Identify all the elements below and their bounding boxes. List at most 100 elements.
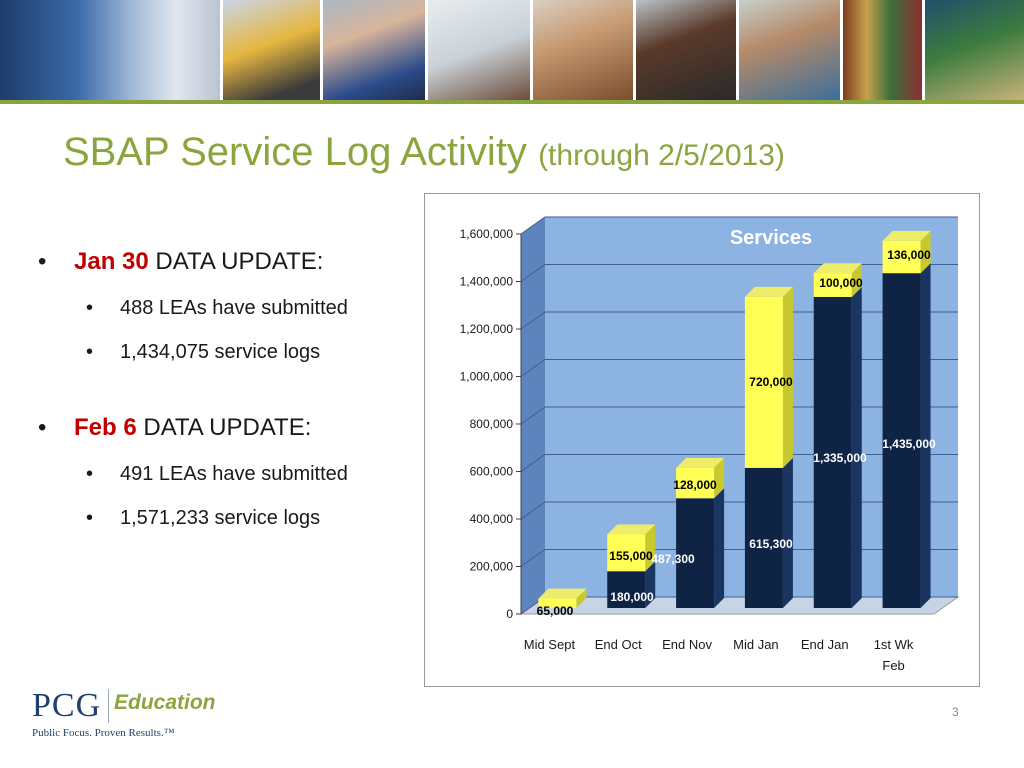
lockers-photo <box>0 0 221 100</box>
y-tick-label: 1,000,000 <box>460 370 514 384</box>
bullet-dot: • <box>38 248 47 275</box>
increment-value-label: 128,000 <box>673 478 717 492</box>
y-tick-label: 1,200,000 <box>460 322 514 336</box>
logo-divider <box>108 689 109 723</box>
bar-base-side <box>851 286 862 608</box>
slide-title-main: SBAP Service Log Activity <box>63 130 527 174</box>
base-value-label: 487,300 <box>651 552 695 566</box>
bullet-dot: • <box>86 507 94 529</box>
banner-divider <box>0 100 1024 104</box>
services-chart: 0 200,000 400,000 600,000 800,000 1,000,000 1,… <box>424 193 980 687</box>
x-tick-label: End Oct <box>595 637 642 652</box>
bar-increment <box>676 467 715 499</box>
header-photo-banner <box>0 0 1024 100</box>
bar-increment-side <box>714 457 725 499</box>
base-value-label: 1,435,000 <box>882 437 936 451</box>
bullet-dot: • <box>86 463 94 485</box>
bookshelf-photo <box>839 0 922 100</box>
bullet-text: DATA UPDATE: <box>148 248 324 275</box>
gridline <box>520 264 958 282</box>
x-tick-label: Feb <box>882 658 904 673</box>
y-tick-label: 0 <box>506 607 513 621</box>
bar-increment-top <box>607 524 656 535</box>
increment-value-label: 720,000 <box>749 375 793 389</box>
bar-increment-side <box>576 588 587 608</box>
bar-increment-top <box>882 230 931 241</box>
logo-brand: PCG <box>32 687 102 724</box>
increment-value-label: 100,000 <box>819 276 863 290</box>
bullet-dot: • <box>86 297 94 319</box>
bar-base <box>882 273 921 608</box>
bullet-dot: • <box>38 414 47 441</box>
bar-increment-side <box>645 524 656 572</box>
bar-increment-top <box>538 588 587 599</box>
sub-bullet: • 488 LEAs have submitted <box>38 293 408 323</box>
pcg-education-logo: PCG Education Public Focus. Proven Resul… <box>32 685 282 745</box>
y-tick-label: 200,000 <box>470 560 514 574</box>
x-tick-label: Mid Jan <box>733 637 779 652</box>
man-photo <box>633 0 737 100</box>
bullet-group-jan30: • Jan 30 DATA UPDATE: • 488 LEAs have subm… <box>38 245 408 367</box>
bar-increment-top <box>744 286 793 297</box>
y-tick-label: 800,000 <box>470 417 514 431</box>
chart-canvas: 0 200,000 400,000 600,000 800,000 1,000,000 1,… <box>460 216 960 673</box>
x-tick-label: End Nov <box>662 637 712 652</box>
bar-increment-side <box>851 263 862 297</box>
bar-base-side <box>920 263 931 608</box>
school-bus-photo <box>220 0 321 100</box>
bullet-feb6-update: • Feb 6 DATA UPDATE: <box>38 411 408 445</box>
bullet-lead: Jan 30 <box>74 248 149 275</box>
woman-photo <box>530 0 634 100</box>
bullet-group-feb6: • Feb 6 DATA UPDATE: • 491 LEAs have submi… <box>38 411 408 533</box>
bar-increment <box>538 598 577 608</box>
bar-increment-side <box>920 230 931 274</box>
bar-increment-top <box>813 263 862 274</box>
slide-title: SBAP Service Log Activity (through 2/5/2… <box>63 130 785 175</box>
x-tick-label: Mid Sept <box>524 637 576 652</box>
bullet-lead: Feb 6 <box>74 414 137 441</box>
bar-increment <box>607 534 646 572</box>
y-tick-label: 600,000 <box>470 465 514 479</box>
sub-bullet: • 1,571,233 service logs <box>38 503 408 533</box>
bar-base <box>744 467 783 608</box>
slide-title-date: (through 2/5/2013) <box>538 139 785 172</box>
y-tick-label: 400,000 <box>470 512 514 526</box>
x-tick-label: End Jan <box>801 637 849 652</box>
bar-base-side <box>714 488 725 608</box>
bar-base-side <box>782 457 793 608</box>
bar-base <box>813 296 852 608</box>
gridline <box>520 216 958 235</box>
bullet-jan30-update: • Jan 30 DATA UPDATE: <box>38 245 408 279</box>
sub-bullet-text: 488 LEAs have submitted <box>120 297 348 319</box>
sub-bullet-text: 1,434,075 service logs <box>120 341 321 363</box>
bullet-text: DATA UPDATE: <box>136 414 312 441</box>
bar-increment <box>744 296 783 468</box>
base-value-label: 1,335,000 <box>813 451 867 465</box>
bar-base-side <box>645 561 656 608</box>
chart-title: Services <box>730 227 812 249</box>
bullet-dot: • <box>86 341 94 363</box>
bar-base <box>607 571 646 608</box>
bar-base <box>676 498 715 608</box>
bar-increment <box>882 240 921 274</box>
bar-increment <box>813 273 852 297</box>
whiteboard-photo <box>425 0 531 100</box>
increment-value-label: 65,000 <box>537 604 574 618</box>
y-tick-label: 1,400,000 <box>460 275 514 289</box>
sub-bullet-text: 491 LEAs have submitted <box>120 463 348 485</box>
y-tick-label: 1,600,000 <box>460 227 514 241</box>
logo-tagline: Public Focus. Proven Results.™ <box>32 727 175 739</box>
bar-increment-side <box>782 286 793 468</box>
logo-division: Education <box>114 691 216 714</box>
globe-photo <box>921 0 1024 100</box>
base-value-label: 180,000 <box>610 590 654 604</box>
sub-bullet: • 491 LEAs have submitted <box>38 459 408 489</box>
page-number: 3 <box>952 705 959 719</box>
increment-value-label: 155,000 <box>609 549 653 563</box>
student-photo <box>736 0 840 100</box>
sub-bullet-text: 1,571,233 service logs <box>120 507 321 529</box>
bullet-list: • Jan 30 DATA UPDATE: • 488 LEAs have subm… <box>38 245 408 533</box>
x-tick-label: 1st Wk <box>874 637 914 652</box>
bar-increment-top <box>676 457 725 468</box>
base-value-label: 615,300 <box>749 537 793 551</box>
